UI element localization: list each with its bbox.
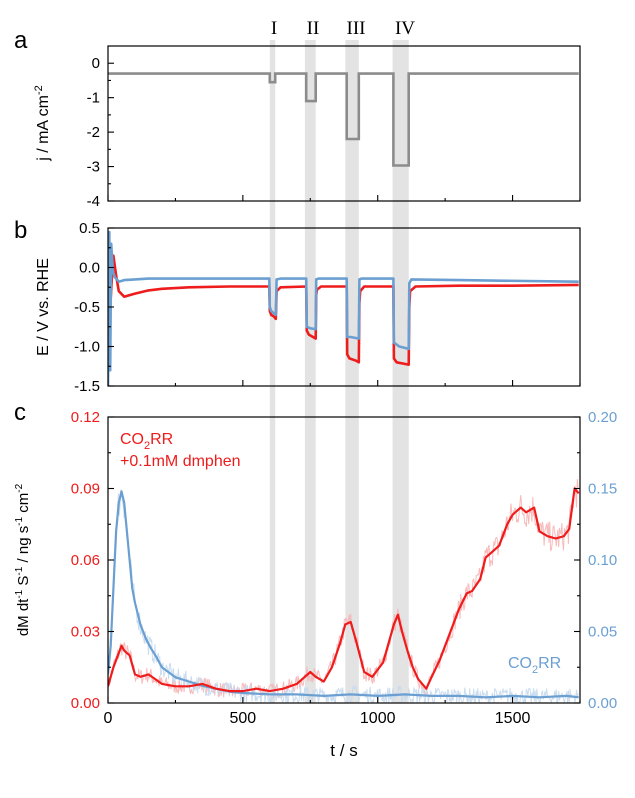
y-tick-label-right: 0.00 [588,695,617,712]
y-tick-label-left: 0.00 [71,695,100,712]
series-red [108,487,580,693]
y-tick-label: -3 [87,159,100,176]
panel-c-x-label: t / s [330,741,357,760]
y-tick-label-left: 0.06 [71,552,100,569]
y-tick-label: -1.5 [74,378,100,395]
y-tick-label: 0.0 [79,260,100,277]
panel-c-x-ticks: 0 500 1000 1500 [104,697,581,727]
panel-b: b 0.5 0.0 -0.5 -1.0 -1.5 E / V vs. RHE [14,217,581,395]
panel-b-y-label: E / V vs. RHE [35,258,52,356]
y-tick-label-left: 0.03 [71,624,100,641]
panel-a: a 0 -1 -2 -3 -4 j / mA cm-2 [14,27,581,210]
y-tick-label-right: 0.15 [588,481,617,498]
y-tick-label-left: 0.09 [71,481,100,498]
legend-red-series: CO2RR [120,431,173,452]
panel-a-frame [107,45,581,202]
y-tick-label: -0.5 [74,299,100,316]
panel-b-y-ticks: 0.5 0.0 -0.5 -1.0 -1.5 [74,220,114,395]
panel-a-y-label: j / mA cm-2 [33,85,52,162]
panel-b-x-ticks [107,380,581,386]
panel-a-label: a [14,27,28,54]
region-label-1: I [271,18,277,39]
legend-blue-series: CO2RR [508,655,561,676]
region-label-2: II [307,18,320,39]
x-tick-label: 500 [230,710,257,727]
x-tick-label: 1500 [495,710,531,727]
series-red [108,254,579,366]
panel-b-series [108,230,579,386]
series-current [108,72,579,167]
shaded-regions [269,40,409,703]
y-tick-label: -4 [87,193,100,210]
y-tick-label-left: 0.12 [71,409,100,426]
region-labels: I II III IV [271,18,415,39]
shaded-region-3 [345,40,359,703]
panel-a-x-ticks [107,195,581,201]
shaded-region-1 [269,40,276,703]
y-tick-label: -1.0 [74,339,100,356]
y-tick-label: 0.5 [79,220,100,237]
series-blue-raw [108,489,579,703]
y-tick-label: 0 [92,55,100,72]
shaded-region-4 [392,40,409,703]
panel-c-label: c [14,399,26,426]
y-tick-label-right: 0.10 [588,552,617,569]
panel-c-right-y-ticks: 0.00 0.05 0.10 0.15 0.20 [574,409,617,712]
y-tick-label: -1 [87,90,100,107]
panel-c-series [108,479,580,703]
y-tick-label: -2 [87,124,100,141]
panel-c-left-y-ticks: 0.00 0.03 0.06 0.09 0.12 [71,409,114,712]
shaded-region-2 [304,40,316,703]
series-blue [108,490,579,699]
series-blue [108,230,579,386]
panel-a-y-ticks: 0 -1 -2 -3 -4 [87,55,114,210]
panel-a-series [108,72,579,167]
region-label-3: III [347,18,366,39]
panel-b-frame [107,227,581,387]
x-tick-label: 1000 [360,710,396,727]
x-tick-label: 0 [104,710,113,727]
y-tick-label-right: 0.20 [588,409,617,426]
panel-b-label: b [14,217,27,244]
panel-c-y-label: dM dt-1 S-1 / ng s-1 cm-2 [14,483,32,636]
region-label-4: IV [395,18,415,39]
legend-red-series-line2: +0.1mM dmphen [120,453,241,470]
panel-c: c 0.000.030.060.090.12 0.000.050.100.150… [14,399,617,760]
y-tick-label-right: 0.05 [588,624,617,641]
